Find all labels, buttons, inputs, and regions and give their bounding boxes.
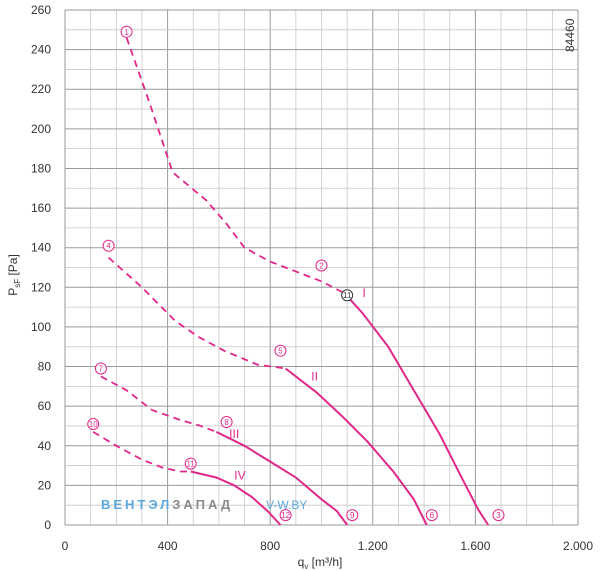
y-axis-label-sub: sF [13, 279, 22, 288]
y-tick-label: 60 [38, 399, 52, 413]
marker-label: 4 [106, 242, 111, 251]
marker-circle [425, 509, 438, 522]
series-IV-solid-line [190, 470, 282, 526]
marker-label: 11 [187, 460, 196, 469]
chart-axes: 0 400 800 1.200 1.600 2.000 0 20 40 60 80 100 120 140… [31, 3, 593, 553]
marker-circle [220, 416, 233, 428]
marker-circle [492, 509, 505, 522]
y-tick-label: 140 [31, 241, 51, 255]
series-III-label: III [229, 427, 239, 441]
marker-label: 3 [496, 511, 501, 520]
marker-circle [120, 25, 133, 38]
marker-label: 12 [281, 511, 290, 520]
y-tick-label: 260 [31, 3, 51, 17]
marker-label: 10 [89, 420, 98, 429]
marker-label: 1 [124, 28, 129, 37]
y-tick-label: 240 [31, 43, 51, 57]
y-axis-label-main: P [6, 288, 20, 296]
y-tick-label: 0 [44, 518, 51, 532]
x-axis-label: qv [m³/h] [298, 555, 343, 571]
x-axis-label-sub: v [304, 562, 308, 571]
marker-circle [279, 509, 292, 522]
marker-label: 7 [99, 365, 104, 374]
y-tick-label: 220 [31, 82, 51, 96]
marker-label: 5 [278, 347, 283, 356]
marker-label: 2 [319, 262, 324, 271]
y-axis-label: PsF [Pa] [6, 254, 22, 296]
series-IV-dashed-line [92, 431, 191, 473]
y-tick-label: 100 [31, 320, 51, 334]
y-tick-label: 180 [31, 161, 51, 175]
x-tick-label: 0 [62, 539, 69, 553]
marker-circle [87, 417, 100, 430]
series-I-solid-line [343, 292, 490, 526]
x-tick-label: 800 [260, 539, 280, 553]
series-IV-label: IV [234, 468, 245, 482]
watermark-part3: V-W.BY [266, 498, 307, 512]
marker-label: 8 [224, 418, 229, 427]
series-II-solid-line [284, 367, 428, 526]
y-tick-label: 160 [31, 201, 51, 215]
y-tick-label: 20 [38, 478, 52, 492]
marker-circle [346, 509, 359, 522]
marker-circle [102, 239, 115, 252]
x-tick-label: 2.000 [563, 539, 593, 553]
series-III-solid-line [215, 431, 349, 526]
y-tick-label: 200 [31, 122, 51, 136]
marker-label: 9 [350, 511, 355, 520]
marker-circle [94, 362, 107, 375]
x-axis-label-main: q [298, 555, 305, 569]
x-tick-label: 400 [158, 539, 178, 553]
series-I-dashed-line [125, 37, 346, 295]
x-tick-label: 1.600 [460, 539, 490, 553]
series-II-label: II [311, 369, 318, 383]
watermark-part1: ВЕНТЭЛ [101, 497, 172, 512]
chart-grid [64, 9, 579, 526]
chart-id-number: 84460 [563, 18, 577, 52]
watermark-part2: ЗАПАД [172, 497, 233, 512]
marker-circle [341, 289, 354, 302]
y-tick-label: 120 [31, 280, 51, 294]
marker-circle [315, 259, 328, 272]
series-I-label: I [363, 286, 366, 300]
marker-label: 6 [430, 511, 435, 520]
x-tick-label: 1.200 [358, 539, 388, 553]
marker-label: 11 [343, 291, 352, 300]
y-axis-label-rest: [Pa] [6, 254, 20, 279]
y-tick-label: 80 [38, 360, 52, 374]
series-III-dashed-line [100, 375, 217, 433]
y-tick-label: 40 [38, 439, 52, 453]
x-axis-label-rest: [m³/h] [308, 555, 342, 569]
watermark: ВЕНТЭЛЗАПАД [101, 497, 233, 512]
marker-circle [184, 457, 197, 470]
series-II-dashed-line [108, 256, 286, 370]
marker-circle [274, 344, 287, 357]
